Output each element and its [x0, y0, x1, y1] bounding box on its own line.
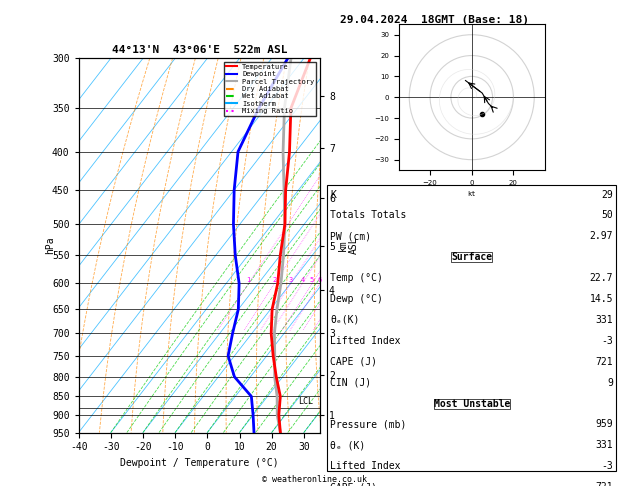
Title: 44°13'N  43°06'E  522m ASL: 44°13'N 43°06'E 522m ASL	[111, 45, 287, 55]
Text: 22.7: 22.7	[590, 273, 613, 283]
Text: 4: 4	[301, 278, 305, 283]
X-axis label: Dewpoint / Temperature (°C): Dewpoint / Temperature (°C)	[120, 458, 279, 468]
Text: 721: 721	[596, 482, 613, 486]
Text: 2: 2	[272, 278, 277, 283]
Text: Lifted Index: Lifted Index	[330, 336, 401, 346]
Text: -3: -3	[601, 461, 613, 471]
Text: θₑ(K): θₑ(K)	[330, 315, 360, 325]
Text: 3: 3	[289, 278, 293, 283]
Text: 14.5: 14.5	[590, 294, 613, 304]
Text: CIN (J): CIN (J)	[330, 378, 371, 388]
Text: 331: 331	[596, 440, 613, 451]
Text: © weatheronline.co.uk: © weatheronline.co.uk	[262, 474, 367, 484]
Text: 331: 331	[596, 315, 613, 325]
Y-axis label: km
ASL: km ASL	[338, 237, 359, 254]
Text: 2.97: 2.97	[590, 231, 613, 242]
Text: 50: 50	[601, 210, 613, 221]
Text: PW (cm): PW (cm)	[330, 231, 371, 242]
Text: CAPE (J): CAPE (J)	[330, 357, 377, 367]
Text: Most Unstable: Most Unstable	[433, 399, 510, 409]
Text: -3: -3	[601, 336, 613, 346]
Text: K: K	[330, 190, 336, 200]
Text: 5: 5	[310, 278, 314, 283]
Text: Pressure (mb): Pressure (mb)	[330, 419, 406, 430]
Text: θₑ (K): θₑ (K)	[330, 440, 365, 451]
Text: 959: 959	[596, 419, 613, 430]
Text: CAPE (J): CAPE (J)	[330, 482, 377, 486]
Text: 9: 9	[608, 378, 613, 388]
Text: LCL: LCL	[299, 397, 313, 406]
Text: 29.04.2024  18GMT (Base: 18): 29.04.2024 18GMT (Base: 18)	[340, 15, 528, 25]
X-axis label: kt: kt	[467, 191, 476, 197]
Text: 721: 721	[596, 357, 613, 367]
Legend: Temperature, Dewpoint, Parcel Trajectory, Dry Adiabat, Wet Adiabat, Isotherm, Mi: Temperature, Dewpoint, Parcel Trajectory…	[224, 62, 316, 116]
Text: 6: 6	[318, 278, 322, 283]
Text: Temp (°C): Temp (°C)	[330, 273, 383, 283]
Text: 1: 1	[247, 278, 251, 283]
Text: 29: 29	[601, 190, 613, 200]
Text: hPa: hPa	[45, 237, 55, 254]
Text: Dewp (°C): Dewp (°C)	[330, 294, 383, 304]
Text: Lifted Index: Lifted Index	[330, 461, 401, 471]
Text: Surface: Surface	[451, 252, 493, 262]
Text: Totals Totals: Totals Totals	[330, 210, 406, 221]
